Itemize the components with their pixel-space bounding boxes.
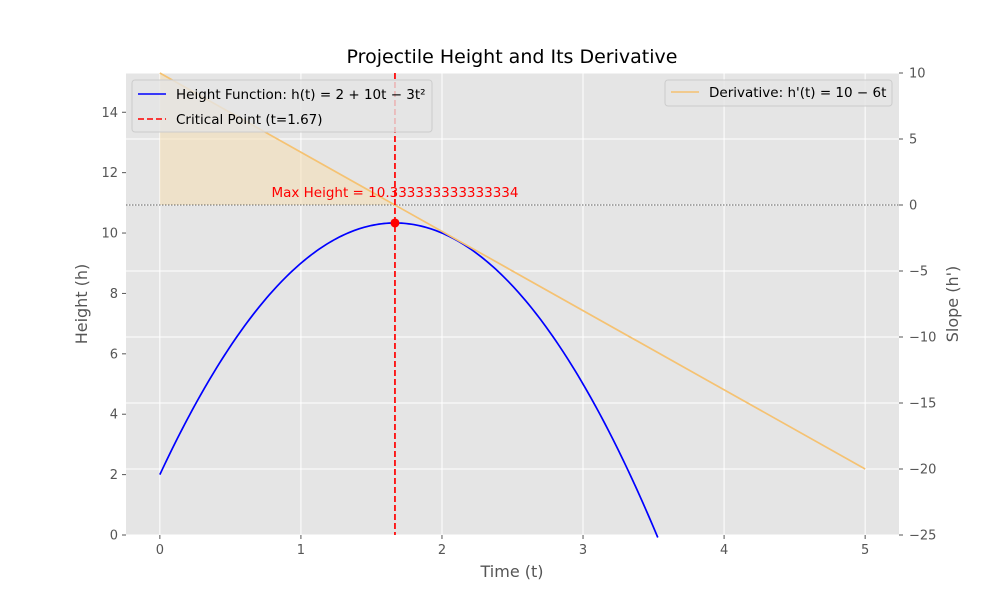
legend-right: Derivative: h'(t) = 10 − 6t: [664, 79, 893, 107]
y-axis-right-label: Slope (h'): [943, 266, 962, 343]
y-right-tick-label: −15: [909, 397, 936, 412]
height-function-line: [159, 222, 659, 538]
y-axis-left-label: Height (h): [72, 264, 91, 345]
series-layer: [159, 72, 866, 538]
y-left-tick-label: 12: [101, 166, 118, 181]
x-tick-label: 1: [297, 543, 305, 558]
x-tick-label: 0: [156, 543, 164, 558]
y-right-tick-label: −20: [909, 463, 936, 478]
x-tick-label: 5: [861, 543, 869, 558]
y-left-tick-label: 8: [110, 287, 118, 302]
legend-height-label: Height Function: h(t) = 2 + 10t − 3t²: [176, 87, 426, 103]
max-height-marker: [390, 218, 400, 228]
y-right-tick-label: −25: [909, 529, 936, 544]
x-axis-ticks: 0 1 2 3 4 5: [156, 535, 869, 558]
x-tick-label: 3: [579, 543, 587, 558]
y-right-tick-label: 5: [909, 133, 917, 148]
x-tick-label: 4: [720, 543, 728, 558]
critical-point-layer: [390, 73, 400, 535]
y-right-tick-label: −10: [909, 331, 936, 346]
y-right-tick-label: −5: [909, 265, 928, 280]
y-axis-left-ticks: 0 2 4 6 8 10 12 14: [101, 106, 126, 544]
y-right-tick-label: 10: [909, 67, 926, 82]
y-right-tick-label: 0: [909, 199, 917, 214]
legend-left: Height Function: h(t) = 2 + 10t − 3t² Cr…: [131, 79, 433, 133]
y-left-tick-label: 14: [101, 106, 118, 121]
max-height-annotation: Max Height = 10.333333333333334: [271, 185, 518, 201]
y-axis-right-ticks: −25 −20 −15 −10 −5 0 5 10: [899, 67, 936, 544]
y-left-tick-label: 4: [110, 408, 118, 423]
y-left-tick-label: 2: [110, 468, 118, 483]
legend-derivative-label: Derivative: h'(t) = 10 − 6t: [709, 85, 886, 101]
legend-critical-label: Critical Point (t=1.67): [176, 112, 323, 128]
chart-title: Projectile Height and Its Derivative: [347, 46, 678, 68]
legend-right-frame: [664, 79, 893, 107]
derivative-line: [159, 72, 866, 470]
y-left-tick-label: 6: [110, 347, 118, 362]
legend-left-frame: [131, 79, 433, 133]
x-tick-label: 2: [438, 543, 446, 558]
y-left-tick-label: 0: [110, 529, 118, 544]
y-left-tick-label: 10: [101, 227, 118, 242]
x-axis-label: Time (t): [480, 562, 544, 581]
